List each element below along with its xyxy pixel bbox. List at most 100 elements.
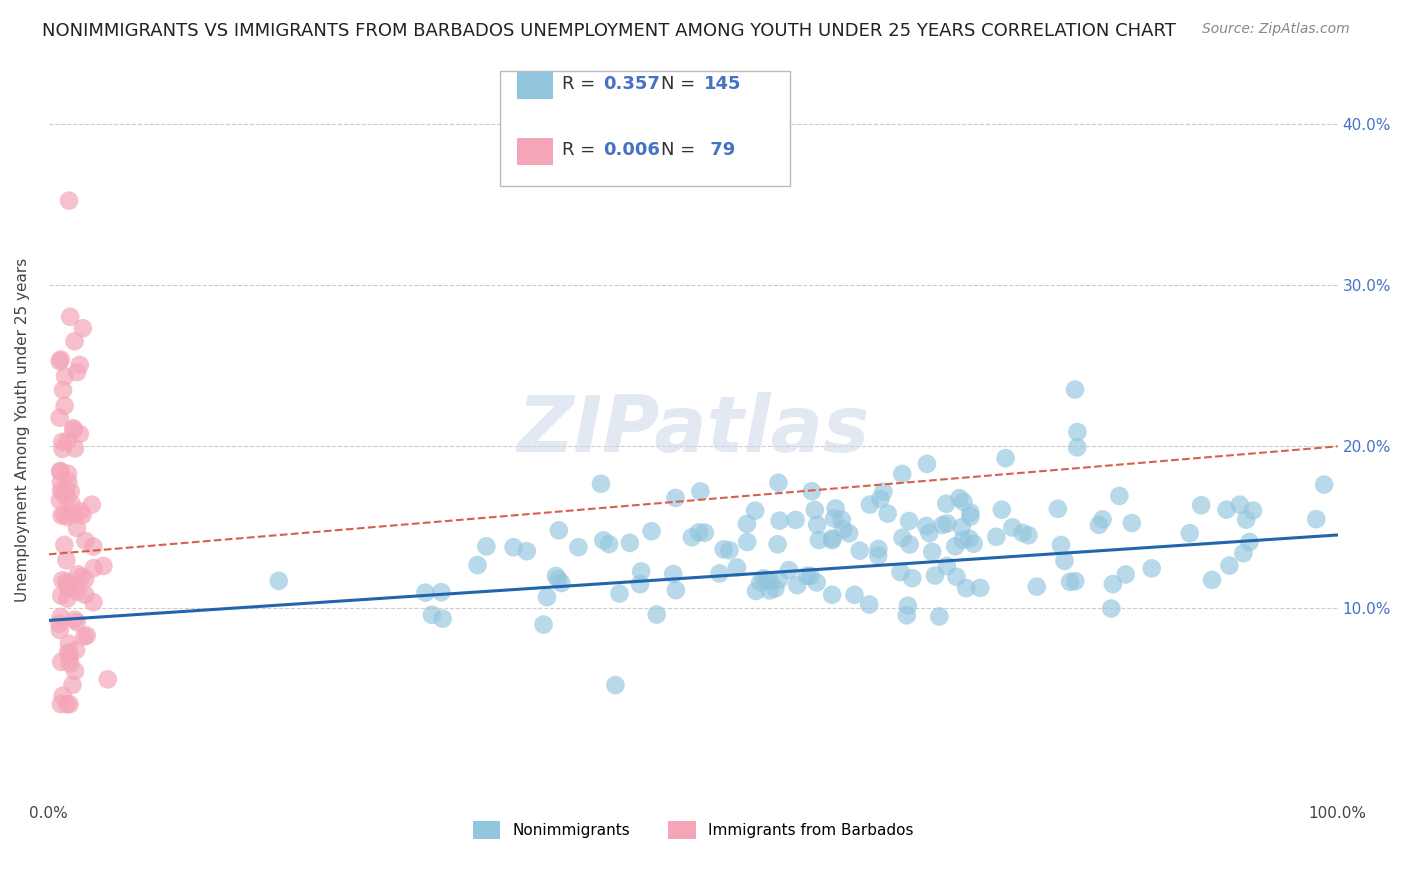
Point: [950, 520, 973, 534]
Text: 79: 79: [703, 141, 735, 159]
Point: [605, 678, 627, 692]
Point: [689, 484, 711, 499]
Point: [786, 578, 808, 592]
Point: [897, 599, 920, 613]
Point: [693, 525, 716, 540]
Point: [49, 697, 72, 711]
Point: [807, 533, 830, 547]
Point: [516, 544, 538, 558]
Point: [52, 383, 75, 397]
Point: [70, 570, 93, 584]
Point: [952, 533, 974, 547]
Point: [62, 423, 84, 437]
Point: [49, 464, 72, 478]
Point: [49, 475, 72, 490]
Point: [82, 595, 104, 609]
Point: [891, 531, 914, 545]
Point: [759, 574, 782, 588]
Point: [735, 535, 758, 549]
Point: [58, 697, 80, 711]
Point: [55, 483, 77, 498]
Point: [52, 689, 75, 703]
Point: [56, 434, 79, 449]
Text: NONIMMIGRANTS VS IMMIGRANTS FROM BARBADOS UNEMPLOYMENT AMONG YOUTH UNDER 25 YEAR: NONIMMIGRANTS VS IMMIGRANTS FROM BARBADO…: [42, 22, 1175, 40]
Point: [1239, 535, 1261, 549]
Point: [56, 646, 79, 660]
Point: [945, 570, 967, 584]
Point: [959, 506, 981, 520]
Point: [66, 584, 89, 599]
Text: 0.006: 0.006: [603, 141, 659, 159]
Point: [831, 513, 853, 527]
Point: [430, 585, 453, 599]
Point: [640, 524, 662, 539]
Point: [1313, 477, 1336, 491]
Point: [69, 358, 91, 372]
Point: [872, 484, 894, 499]
Point: [63, 580, 86, 594]
Point: [592, 533, 614, 548]
Point: [1232, 546, 1254, 560]
Point: [869, 491, 891, 506]
Point: [51, 655, 73, 669]
Point: [823, 511, 845, 525]
Point: [645, 607, 668, 622]
Point: [891, 467, 914, 481]
Point: [56, 467, 79, 481]
Point: [609, 586, 631, 600]
FancyBboxPatch shape: [501, 70, 790, 186]
Point: [665, 583, 688, 598]
Point: [56, 578, 79, 592]
Point: [796, 568, 818, 582]
Point: [868, 549, 890, 563]
Point: [75, 533, 97, 548]
Point: [73, 630, 96, 644]
Point: [75, 588, 97, 602]
Text: 0.357: 0.357: [603, 75, 659, 93]
Point: [662, 566, 685, 581]
Point: [821, 532, 844, 546]
Point: [859, 498, 882, 512]
Point: [58, 475, 80, 489]
Point: [59, 657, 82, 671]
Point: [725, 560, 748, 574]
Point: [1053, 554, 1076, 568]
Point: [1108, 489, 1130, 503]
Point: [744, 503, 766, 517]
Point: [963, 537, 986, 551]
Point: [66, 567, 89, 582]
Point: [1059, 574, 1081, 589]
Text: Source: ZipAtlas.com: Source: ZipAtlas.com: [1202, 22, 1350, 37]
Point: [1234, 513, 1257, 527]
Point: [1340, 453, 1362, 467]
Point: [59, 652, 82, 666]
Point: [76, 628, 98, 642]
Point: [1046, 501, 1069, 516]
Point: [58, 194, 80, 208]
Point: [1091, 512, 1114, 526]
Point: [53, 399, 76, 413]
Point: [1102, 577, 1125, 591]
Point: [681, 530, 703, 544]
Point: [969, 581, 991, 595]
Point: [1241, 503, 1264, 517]
Point: [1140, 561, 1163, 575]
Point: [56, 509, 79, 524]
Point: [755, 574, 778, 588]
Text: N =: N =: [661, 75, 695, 93]
Point: [49, 465, 72, 479]
Point: [75, 572, 97, 586]
Point: [56, 491, 79, 505]
Point: [844, 588, 866, 602]
Point: [63, 442, 86, 456]
Point: [1218, 558, 1240, 573]
Point: [931, 518, 953, 533]
Point: [1115, 567, 1137, 582]
Point: [959, 509, 981, 524]
Point: [876, 507, 898, 521]
Point: [821, 533, 844, 548]
Text: 145: 145: [703, 75, 741, 93]
Point: [69, 504, 91, 518]
Point: [97, 673, 120, 687]
Point: [267, 574, 290, 588]
